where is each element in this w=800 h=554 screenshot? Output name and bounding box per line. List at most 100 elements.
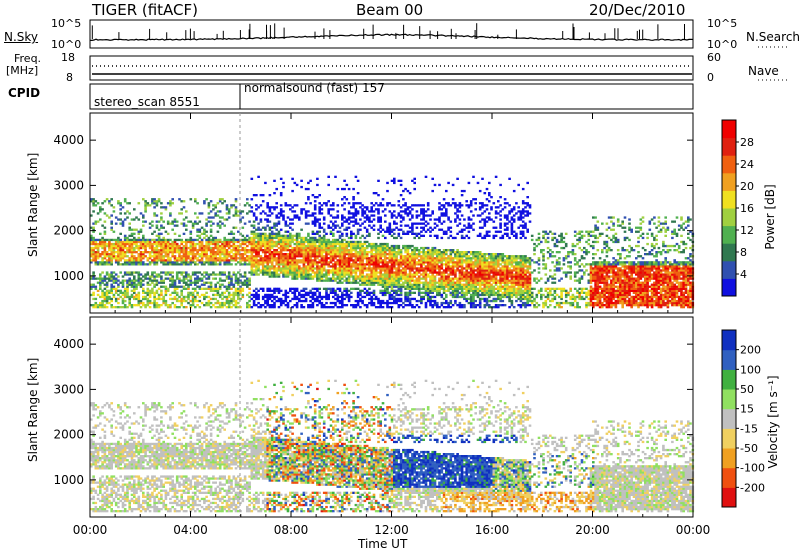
power-cell — [313, 236, 317, 240]
power-cell — [218, 306, 222, 309]
power-cell — [266, 238, 269, 242]
power-heatmap — [90, 175, 695, 309]
power-cell — [350, 251, 353, 254]
power-cell — [203, 249, 206, 252]
power-cell — [139, 240, 143, 244]
power-cell — [205, 261, 208, 264]
cpid-segment-1-name: stereo_scan — [94, 95, 166, 109]
power-cell — [415, 273, 419, 276]
power-cell — [374, 202, 378, 205]
power-cell — [227, 210, 231, 213]
power-cell — [438, 208, 441, 211]
power-cell — [268, 261, 272, 264]
power-cell — [379, 253, 382, 256]
power-cell — [454, 285, 457, 288]
power-cell — [311, 255, 315, 258]
power-cell — [114, 297, 118, 301]
power-cell — [313, 275, 317, 278]
power-cell — [246, 249, 249, 252]
power-cell — [472, 251, 475, 254]
power-cell — [130, 263, 134, 266]
power-cell — [318, 246, 321, 250]
power-cell — [336, 255, 340, 258]
power-cell — [413, 187, 416, 191]
power-cell — [438, 273, 441, 276]
power-cell — [322, 218, 326, 221]
power-cell — [198, 279, 202, 282]
power-cell — [180, 249, 183, 252]
power-cell — [171, 271, 174, 274]
power-cell — [460, 275, 464, 278]
power-cell — [332, 240, 335, 244]
power-cell — [336, 253, 340, 256]
power-cell — [406, 244, 410, 248]
power-cell — [327, 224, 330, 227]
power-cell — [252, 220, 256, 223]
power-cell — [417, 232, 421, 235]
power-cell — [469, 257, 473, 260]
power-cell — [191, 244, 195, 248]
power-cell — [139, 306, 143, 309]
power-cell — [250, 267, 254, 270]
power-cell — [137, 244, 141, 248]
power-cell — [354, 273, 358, 276]
power-cell — [384, 220, 387, 223]
power-cell — [130, 244, 134, 248]
power-cell — [123, 261, 127, 264]
power-cell — [472, 222, 475, 225]
power-cell — [227, 263, 231, 266]
power-cell — [185, 210, 188, 213]
power-cell — [404, 208, 407, 211]
power-cell — [187, 295, 190, 299]
power-cell — [166, 271, 170, 274]
power-cell — [101, 279, 104, 282]
power-cell — [458, 255, 462, 258]
power-cell — [433, 265, 437, 268]
power-cell — [352, 212, 355, 215]
power-cell — [469, 297, 473, 301]
power-cell — [291, 257, 294, 260]
power-cell — [191, 304, 195, 307]
power-cell — [216, 224, 220, 227]
power-cell — [246, 202, 249, 205]
power-cell — [266, 297, 269, 301]
power-cell — [381, 265, 385, 268]
power-cell — [135, 304, 138, 307]
power-cell — [298, 251, 301, 254]
power-cell — [194, 297, 197, 301]
power-cell — [354, 277, 358, 280]
power-cell — [207, 259, 211, 262]
power-cell — [175, 220, 179, 223]
power-cell — [180, 285, 183, 288]
power-cell — [311, 271, 315, 274]
power-cell — [397, 228, 401, 231]
power-cell — [404, 293, 407, 297]
power-cell — [250, 242, 254, 246]
power-cell — [361, 222, 364, 225]
power-cell — [164, 246, 168, 250]
power-cell — [286, 253, 290, 256]
power-cell — [395, 226, 398, 229]
power-cell — [417, 281, 421, 284]
power-cell — [304, 275, 308, 278]
power-cell — [225, 261, 229, 264]
power-cell — [436, 255, 439, 258]
power-cell — [329, 208, 333, 211]
power-cell — [395, 299, 398, 303]
power-cell — [92, 277, 95, 280]
power-cell — [460, 277, 464, 280]
power-cell — [298, 291, 301, 294]
power-cell — [365, 240, 369, 244]
power-cell — [162, 236, 165, 240]
power-cell — [194, 222, 197, 225]
power-cell — [279, 210, 283, 213]
power-cell — [105, 289, 109, 292]
power-cell — [148, 204, 152, 207]
power-cell — [103, 242, 107, 246]
power-cell — [243, 279, 247, 282]
power-cell — [377, 220, 380, 223]
power-cell — [137, 273, 141, 276]
power-cell — [445, 269, 448, 272]
power-cell — [230, 281, 233, 284]
power-cell — [185, 295, 188, 299]
